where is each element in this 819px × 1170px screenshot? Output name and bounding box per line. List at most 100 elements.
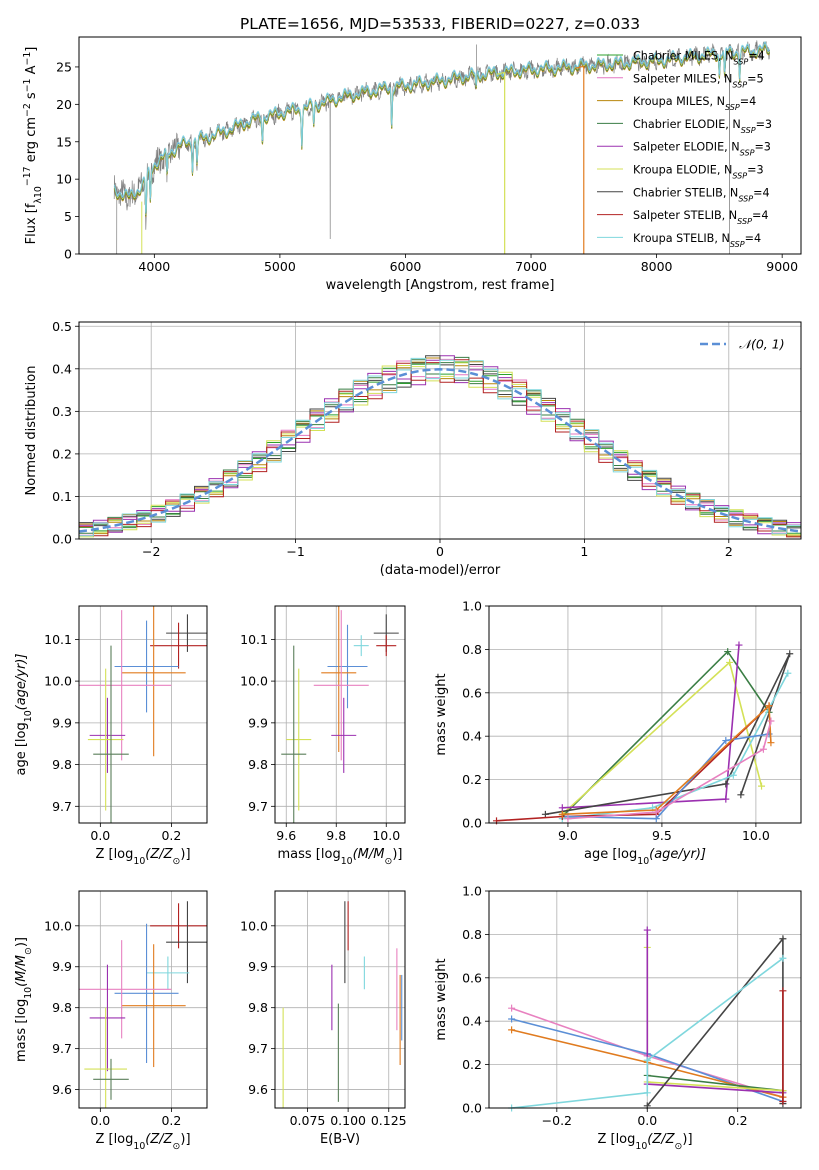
- y-tick-label: 10.0: [44, 918, 72, 933]
- label-part: 10: [133, 1141, 145, 1152]
- weight-marker: [643, 1056, 651, 1064]
- x-tick-label: 0.2: [728, 1113, 748, 1128]
- x-tick-label: 9.6: [276, 828, 296, 843]
- x-tick-label: 8000: [641, 259, 673, 274]
- axis-ticks: 9.6 9.8 10.0 9.7 9.8 9.9 10.0 10.1: [240, 632, 400, 843]
- y-tick-label: 0.2: [462, 1057, 482, 1072]
- axes-frame: [274, 890, 406, 1109]
- x-axis-label: E(B-V): [320, 1132, 360, 1147]
- label-part: 10: [133, 856, 145, 867]
- y-tick-label: 0.0: [52, 532, 72, 547]
- legend-label: Kroupa MILES, N: [633, 95, 725, 108]
- label-part: ⊙: [384, 856, 392, 867]
- x-tick-label: 0.0: [637, 1113, 657, 1128]
- y-tick-label: 0.4: [462, 729, 482, 744]
- axes-frame: [78, 36, 802, 255]
- legend-label: Chabrier MILES, N: [633, 50, 733, 63]
- label-part: s: [24, 92, 39, 103]
- legend-sub: SSP: [732, 171, 747, 180]
- y-tick-label: 0.2: [462, 772, 482, 787]
- y-tick-label: 10.0: [240, 918, 268, 933]
- mass-vs-age-panel: 9.6 9.8 10.0 9.7 9.8 9.9 10.0 10.1 mass [log10(M…: [240, 605, 406, 867]
- label-part: Z [log: [95, 847, 133, 862]
- legend-suffix: =5: [747, 72, 764, 85]
- y-tick-label: 0.8: [462, 642, 482, 657]
- weight-marker: [724, 648, 732, 656]
- y-tick-label: 0.4: [52, 361, 72, 376]
- legend-entry: Kroupa STELIB, NSSP=4: [633, 232, 761, 249]
- label-part: −17: [22, 166, 33, 186]
- axis-ticks: 0.0 0.2 9.7 9.8 9.9 10.0 10.1: [44, 632, 181, 843]
- axis-ticks: −0.2 0.0 0.2 0.0 0.2 0.4 0.6 0.8 1.0: [462, 884, 748, 1129]
- label-part: erg cm: [24, 117, 39, 166]
- x-tick-label: 6000: [390, 259, 422, 274]
- weight-marker: [722, 737, 730, 745]
- legend-sub: SSP: [725, 103, 740, 112]
- grid-lines: [275, 891, 405, 1108]
- label-part: A: [24, 65, 39, 78]
- legend-label: Salpeter STELIB, N: [633, 209, 737, 222]
- axes-frame: [488, 605, 802, 824]
- axes-frame: [78, 605, 208, 824]
- x-tick-label: 0.2: [161, 828, 181, 843]
- figure-title: PLATE=1656, MJD=53533, FIBERID=0227, z=0…: [240, 15, 640, 33]
- label-part: (age/yr)]: [14, 654, 29, 711]
- label-part: (M/M: [353, 847, 385, 862]
- y-tick-label: 0.5: [52, 319, 72, 334]
- legend-sub: SSP: [732, 80, 747, 89]
- y-tick-label: 9.8: [248, 1000, 268, 1015]
- label-part: ]: [24, 47, 39, 52]
- label-part: ⊙: [173, 856, 181, 867]
- weight-line: [646, 936, 784, 1107]
- y-tick-label: 10.0: [240, 674, 268, 689]
- x-tick-label: 9000: [766, 259, 798, 274]
- y-tick-label: 9.9: [52, 715, 72, 730]
- y-axis-label: Normed distribution: [24, 366, 39, 496]
- ebv-vs-mass-panel: 0.075 0.100 0.125 9.6 9.7 9.8 9.9 10.0 E(B-V): [240, 890, 407, 1147]
- weight-marker: [784, 669, 792, 677]
- label-part: )]: [180, 1132, 190, 1147]
- weight-marker: [759, 745, 767, 753]
- legend-sub: SSP: [738, 194, 753, 203]
- y-tick-label: 5: [64, 209, 72, 224]
- legend-label: Chabrier ELODIE, N: [633, 118, 741, 131]
- axes-frame: [488, 890, 802, 1109]
- x-axis-label: wavelength [Angstrom, rest frame]: [326, 278, 555, 293]
- label-part: λ: [33, 198, 44, 204]
- legend-suffix: =3: [756, 118, 773, 131]
- weight-line: [562, 672, 789, 820]
- label-part: 10: [23, 987, 34, 999]
- weight-marker: [765, 702, 773, 710]
- label-part: ⊙: [23, 947, 34, 955]
- model-spectrum-line: [113, 43, 770, 215]
- weight-marker: [779, 935, 787, 943]
- y-tick-label: 9.7: [52, 799, 72, 814]
- legend-entry: Kroupa ELODIE, NSSP=3: [633, 164, 764, 181]
- x-axis-label: mass [log10(M/M⊙)]: [278, 847, 403, 867]
- x-tick-label: 9.8: [326, 828, 346, 843]
- z-vs-mass-panel: 0.0 0.29.69.79.89.910.0Z [log10(Z/Z⊙)]mas…: [14, 890, 208, 1152]
- legend-suffix: =4: [740, 95, 757, 108]
- x-axis-label: Z [log10(Z/Z⊙)]: [95, 1132, 190, 1152]
- axes-frame: [78, 321, 802, 540]
- model-drop-line: [575, 65, 584, 69]
- weight-marker: [643, 926, 651, 934]
- weight-line: [511, 957, 784, 1108]
- model-drop-line: [496, 71, 505, 75]
- weight-line: [567, 720, 772, 820]
- x-tick-label: 5000: [264, 259, 296, 274]
- y-tick-label: 9.9: [248, 715, 268, 730]
- weight-marker: [735, 641, 743, 649]
- y-tick-label: 0.4: [462, 1014, 482, 1029]
- x-axis-label: (data-model)/error: [380, 563, 501, 578]
- y-tick-label: 0.3: [52, 404, 72, 419]
- x-axis-label: age [log10(age/yr)]: [584, 847, 706, 867]
- label-part: 10: [23, 710, 34, 722]
- y-axis-label: mass [log10(M/M⊙)]: [14, 937, 34, 1062]
- label-part: )]: [392, 847, 402, 862]
- weight-marker: [652, 815, 660, 823]
- model-spectrum-line: [113, 42, 770, 214]
- residual-histogram-panel: −2 −1 0 1 2 0.0 0.1 0.2 0.3 0.4 0.5 (data-model)/er…: [24, 319, 802, 578]
- age-weights-panel: 9.0 9.5 10.0 0.0 0.2 0.4 0.6 0.8 1.0 age [log10(a…: [434, 599, 802, 867]
